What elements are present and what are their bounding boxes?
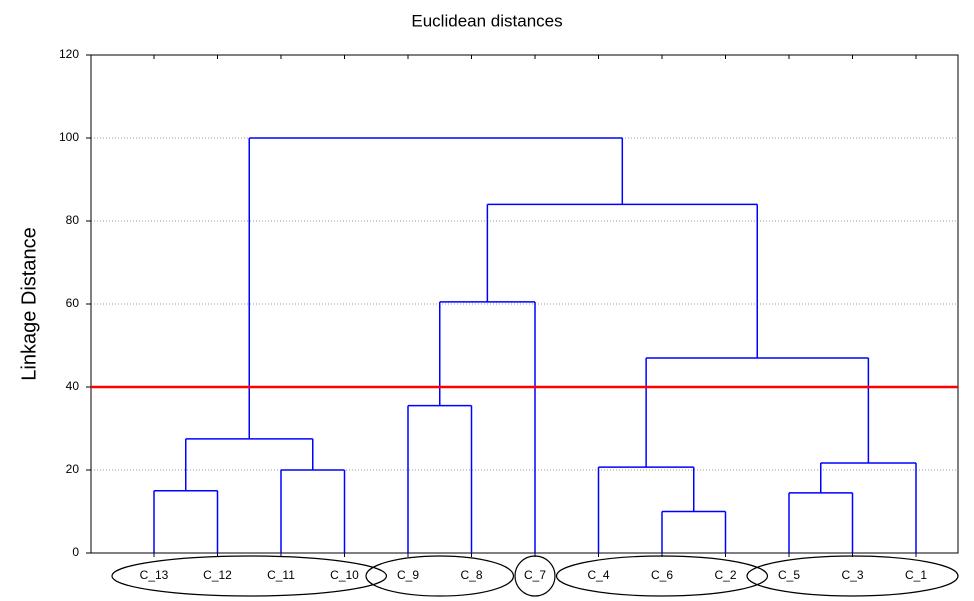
chart-title: Euclidean distances [411,11,562,30]
leaf-label: C_12 [203,568,232,582]
y-tick-label: 0 [72,545,79,559]
leaf-label: C_11 [267,568,295,582]
y-tick-label: 40 [66,379,80,393]
cluster-ellipse [111,555,388,597]
leaf-label: C_6 [651,568,673,582]
leaf-label: C_7 [524,568,546,582]
y-tick-label: 120 [59,47,79,61]
y-tick-label: 60 [66,296,80,310]
leaf-label: C_9 [397,568,419,582]
leaf-label: C_1 [905,568,927,582]
y-axis-label: Linkage Distance [18,227,40,380]
leaf-label: C_2 [714,568,736,582]
leaf-label: C_4 [587,568,609,582]
cluster-ellipse [365,555,515,597]
leaf-label: C_8 [460,568,482,582]
cluster-ellipse [555,555,769,597]
leaf-label: C_5 [778,568,800,582]
leaf-label: C_10 [330,568,359,582]
leaf-label: C_3 [841,568,863,582]
y-tick-label: 20 [66,462,80,476]
y-tick-label: 100 [59,130,79,144]
cluster-ellipse [514,555,556,597]
cluster-ellipse [746,555,959,597]
y-tick-label: 80 [66,213,80,227]
leaf-label: C_13 [140,568,169,582]
plot-frame [90,54,959,554]
